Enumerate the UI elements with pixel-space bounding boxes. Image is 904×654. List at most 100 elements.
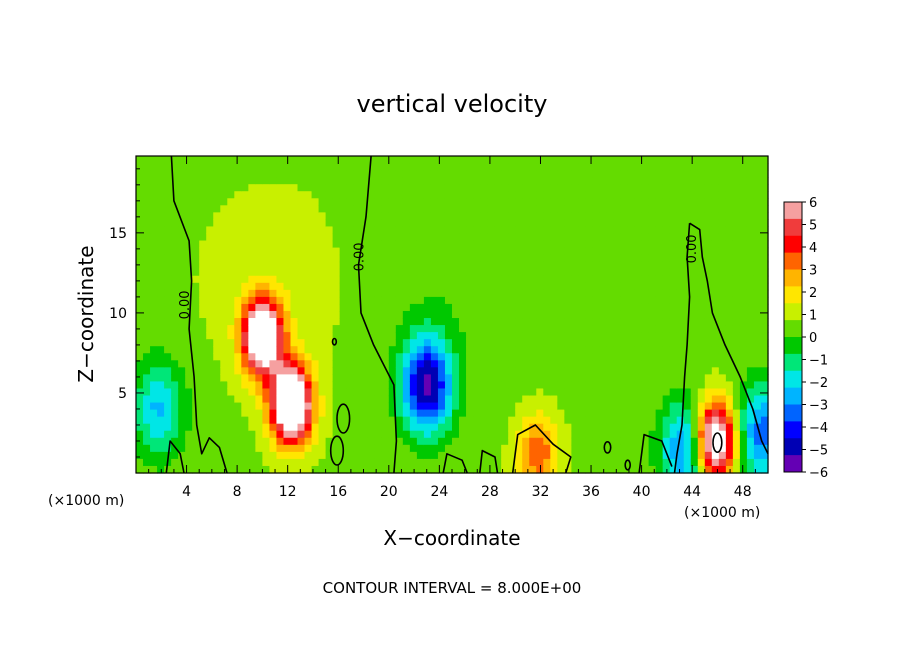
field-cell	[641, 296, 650, 305]
field-cell	[550, 451, 558, 460]
field-cell	[627, 395, 636, 404]
field-cell	[220, 437, 228, 446]
field-cell	[409, 444, 418, 453]
field-cell	[690, 451, 699, 460]
field-cell	[185, 423, 193, 432]
field-cell	[353, 275, 362, 284]
field-cell	[494, 163, 502, 171]
field-cell	[185, 184, 193, 192]
field-cell	[143, 282, 151, 291]
field-cell	[501, 402, 509, 411]
field-cell	[164, 318, 172, 326]
field-cell	[423, 184, 432, 192]
field-cell	[269, 303, 278, 312]
field-cell	[536, 296, 544, 305]
field-cell	[143, 353, 151, 361]
field-cell	[501, 395, 509, 404]
field-cell	[557, 402, 565, 411]
field-cell	[164, 198, 172, 206]
field-cell	[325, 360, 334, 368]
field-cell	[388, 303, 397, 312]
field-cell	[536, 416, 544, 425]
field-cell	[409, 156, 418, 164]
field-cell	[248, 346, 256, 354]
field-cell	[543, 184, 551, 192]
field-cell	[459, 240, 467, 249]
field-cell	[318, 381, 327, 390]
field-cell	[290, 219, 299, 228]
field-cell	[466, 240, 474, 249]
field-cell	[452, 339, 460, 347]
field-cell	[206, 346, 214, 354]
field-cell	[683, 458, 692, 467]
field-cell	[641, 458, 650, 467]
field-cell	[339, 268, 348, 277]
field-cell	[374, 275, 383, 284]
field-cell	[585, 198, 594, 206]
field-cell	[136, 465, 144, 474]
field-cell	[199, 233, 207, 242]
field-cell	[227, 191, 235, 199]
colorbar-tick-label: 1	[809, 309, 817, 324]
field-cell	[613, 325, 622, 333]
field-cell	[192, 318, 200, 326]
field-cell	[283, 458, 292, 467]
field-cell	[297, 353, 306, 361]
y-tick-label: 10	[109, 306, 127, 322]
field-cell	[143, 339, 151, 347]
field-cell	[283, 198, 292, 206]
field-cell	[529, 156, 537, 164]
field-cell	[227, 360, 235, 368]
field-cell	[627, 444, 636, 453]
field-cell	[430, 191, 439, 199]
field-cell	[704, 395, 713, 404]
field-cell	[374, 226, 383, 235]
field-cell	[213, 465, 221, 474]
field-cell	[501, 268, 509, 277]
field-cell	[192, 275, 200, 284]
field-cell	[746, 374, 755, 383]
field-cell	[452, 444, 460, 453]
field-cell	[557, 296, 565, 305]
field-cell	[522, 289, 530, 298]
field-cell	[402, 458, 411, 467]
field-cell	[136, 353, 144, 361]
field-cell	[620, 212, 629, 220]
field-cell	[487, 360, 495, 368]
field-cell	[760, 402, 769, 411]
field-cell	[227, 402, 235, 411]
field-cell	[220, 282, 228, 291]
field-cell	[473, 275, 481, 284]
field-cell	[262, 240, 271, 249]
field-cell	[711, 163, 720, 171]
field-cell	[550, 423, 558, 432]
field-cell	[234, 310, 242, 319]
field-cell	[620, 156, 629, 164]
field-cell	[536, 205, 544, 213]
field-cell	[753, 395, 762, 404]
field-cell	[739, 156, 748, 164]
colorbar-tick-label: 0	[809, 331, 817, 346]
field-cell	[367, 205, 376, 213]
field-cell	[248, 212, 256, 220]
field-cell	[206, 367, 214, 375]
field-cell	[437, 360, 446, 368]
field-cell	[606, 303, 615, 312]
field-cell	[374, 430, 383, 439]
field-cell	[339, 226, 348, 235]
field-cell	[676, 346, 685, 354]
field-cell	[360, 444, 369, 453]
field-cell	[353, 423, 362, 432]
field-cell	[318, 310, 327, 319]
field-cell	[395, 374, 404, 383]
field-cell	[648, 451, 657, 460]
field-cell	[206, 332, 214, 340]
field-cell	[662, 423, 671, 432]
field-cell	[480, 346, 488, 354]
field-cell	[571, 198, 579, 206]
field-cell	[395, 444, 404, 453]
field-cell	[297, 170, 306, 178]
field-cell	[683, 381, 692, 390]
field-cell	[430, 184, 439, 192]
field-cell	[318, 451, 327, 460]
